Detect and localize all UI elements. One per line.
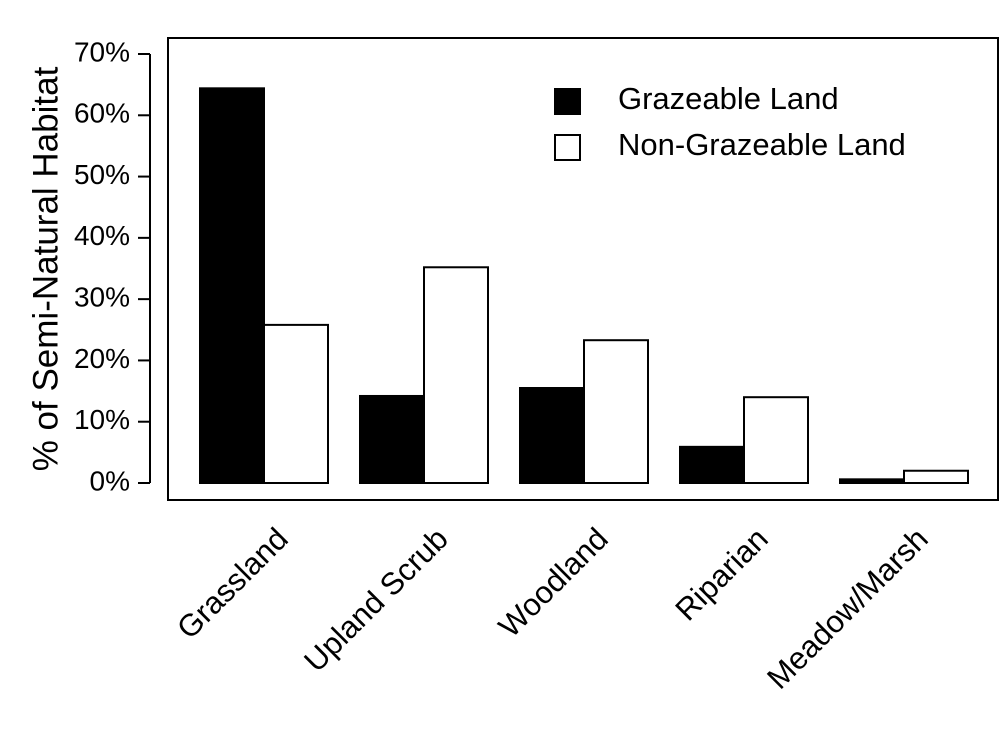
bar	[679, 445, 745, 485]
y-tick-label: 40%	[74, 220, 130, 251]
y-tick-label: 50%	[74, 159, 130, 190]
bar	[903, 469, 969, 485]
bar	[359, 394, 425, 484]
bar	[519, 387, 585, 484]
x-tick-label: Woodland	[492, 521, 615, 644]
legend-label: Non-Grazeable Land	[618, 127, 906, 162]
x-tick-label: Meadow/Marsh	[760, 521, 935, 696]
y-tick-label: 70%	[74, 36, 130, 67]
y-tick-label: 20%	[74, 343, 130, 374]
legend-swatch	[554, 88, 581, 115]
x-tick-label: Upland Scrub	[297, 521, 455, 679]
bar	[263, 323, 329, 484]
legend-swatch	[554, 134, 581, 161]
bar	[839, 478, 905, 484]
y-tick-label: 0%	[90, 465, 130, 496]
plot-box	[167, 37, 999, 501]
bar	[583, 339, 649, 484]
y-tick-label: 60%	[74, 98, 130, 129]
bar	[423, 266, 489, 484]
y-tick-label: 10%	[74, 404, 130, 435]
y-axis-label: % of Semi-Natural Habitat	[26, 66, 65, 471]
x-tick-label: Riparian	[668, 521, 774, 627]
bar	[199, 87, 265, 484]
x-tick-label: Grassland	[170, 521, 295, 646]
y-tick-label: 30%	[74, 282, 130, 313]
bar	[743, 396, 809, 485]
legend-label: Grazeable Land	[618, 81, 839, 116]
